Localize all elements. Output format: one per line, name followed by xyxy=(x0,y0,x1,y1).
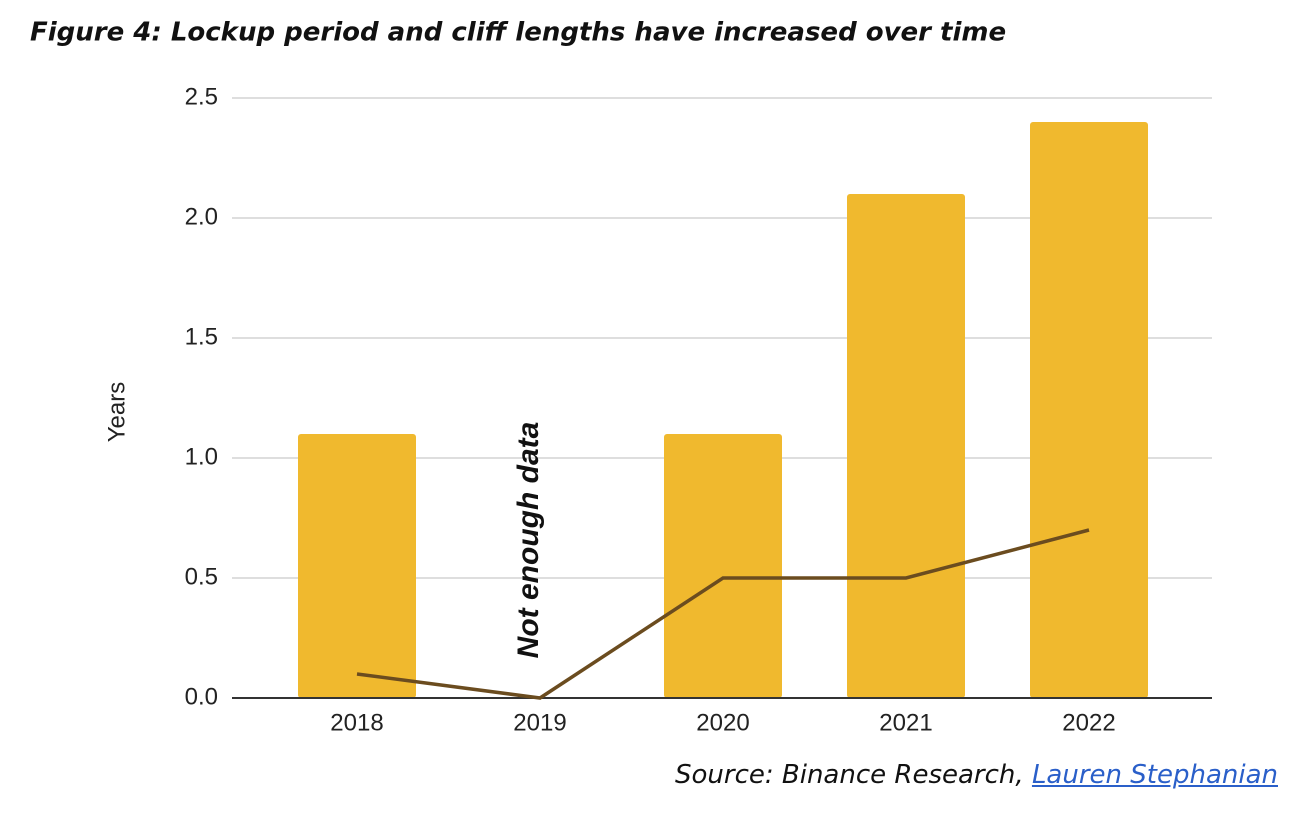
bar xyxy=(664,434,782,698)
source-text: Source: Binance Research, xyxy=(675,760,1024,790)
bar xyxy=(298,434,416,698)
source: Source: Binance Research, Lauren Stephan… xyxy=(675,760,1278,790)
bar xyxy=(847,194,965,698)
y-tick-label: 2.5 xyxy=(185,83,218,110)
line xyxy=(356,528,1090,700)
chart: Figure 4: Lockup period and cliff length… xyxy=(30,18,1212,736)
y-tick-label: 1.5 xyxy=(185,323,218,350)
y-tick-label: 0.5 xyxy=(185,563,218,590)
x-tick-label: 2020 xyxy=(696,709,749,736)
x-tick-label: 2021 xyxy=(879,709,932,736)
annotation: Not enough data xyxy=(512,422,545,659)
y-tick-label: 1.0 xyxy=(185,443,218,470)
x-tick-label: 2019 xyxy=(513,709,566,736)
source-link[interactable]: Lauren Stephanian xyxy=(1031,760,1278,790)
chart-title: Figure 4: Lockup period and cliff length… xyxy=(30,18,1006,48)
y-axis-label: Years xyxy=(103,382,130,443)
x-tick-label: 2022 xyxy=(1062,709,1115,736)
y-tick-label: 2.0 xyxy=(185,203,218,230)
x-tick-label: 2018 xyxy=(330,709,383,736)
bar xyxy=(1030,122,1148,698)
y-tick-label: 0.0 xyxy=(185,683,218,710)
